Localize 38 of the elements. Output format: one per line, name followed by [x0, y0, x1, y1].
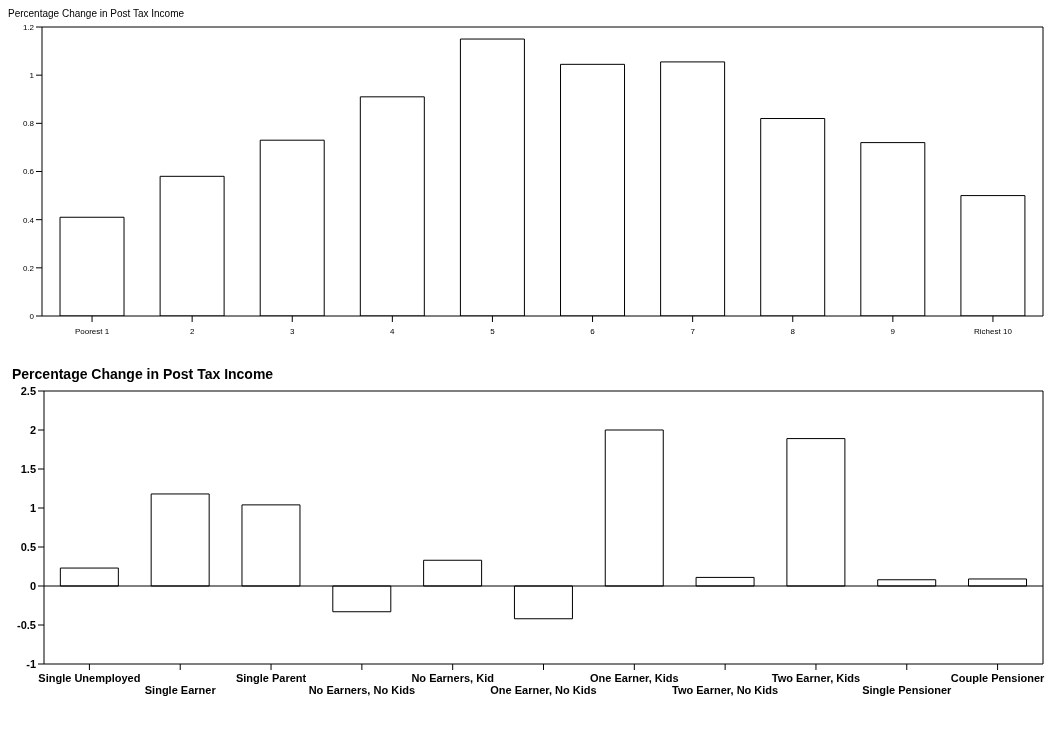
chart-title: Percentage Change in Post Tax Income	[8, 8, 186, 21]
x-tick-label: Single Unemployed	[38, 672, 141, 684]
y-tick-label: -0.5	[17, 618, 36, 631]
x-tick-label: 8	[790, 327, 796, 336]
x-tick-label: No Earners, Kid	[411, 672, 494, 684]
y-tick-label: 1.2	[22, 22, 35, 32]
x-tick-label: 9	[890, 327, 896, 336]
y-tick-label: 1	[29, 71, 35, 81]
y-tick-label: -1	[26, 657, 36, 670]
x-tick-label: 6	[590, 327, 596, 336]
x-tick-label: 3	[290, 327, 296, 336]
y-tick-label: 2.5	[20, 384, 36, 397]
y-tick-label: 0	[29, 311, 35, 321]
chart-title: Percentage Change in Post Tax Income	[12, 366, 275, 384]
y-tick-label: 0	[29, 579, 36, 592]
x-tick-label: No Earners, No Kids	[308, 684, 416, 696]
y-tick-label: 0.2	[22, 263, 35, 273]
x-tick-label: Poorest 1	[74, 327, 110, 336]
y-tick-label: 0.4	[22, 215, 35, 225]
x-tick-label: Couple Pensioner	[950, 672, 1046, 684]
x-tick-label: One Earner, No Kids	[490, 684, 597, 696]
x-tick-label: One Earner, Kids	[589, 672, 679, 684]
x-tick-label: Richest 10	[974, 327, 1013, 336]
x-tick-label: 7	[690, 327, 696, 336]
y-tick-label: 0.6	[22, 167, 35, 177]
x-tick-label: 2	[189, 327, 195, 336]
x-tick-label: Two Earner, No Kids	[672, 684, 779, 696]
y-tick-label: 0.8	[22, 119, 35, 129]
y-tick-label: 2	[29, 423, 36, 436]
x-tick-label: 4	[390, 327, 396, 336]
y-tick-label: 1.5	[20, 462, 36, 475]
x-tick-label: Two Earner, Kids	[771, 672, 861, 684]
x-tick-label: Single Earner	[144, 684, 217, 696]
x-tick-label: Single Pensioner	[862, 684, 953, 696]
y-tick-label: 0.5	[20, 540, 36, 553]
y-tick-label: 1	[29, 501, 36, 514]
x-tick-label: Single Parent	[235, 672, 307, 684]
x-tick-label: 5	[490, 327, 496, 336]
